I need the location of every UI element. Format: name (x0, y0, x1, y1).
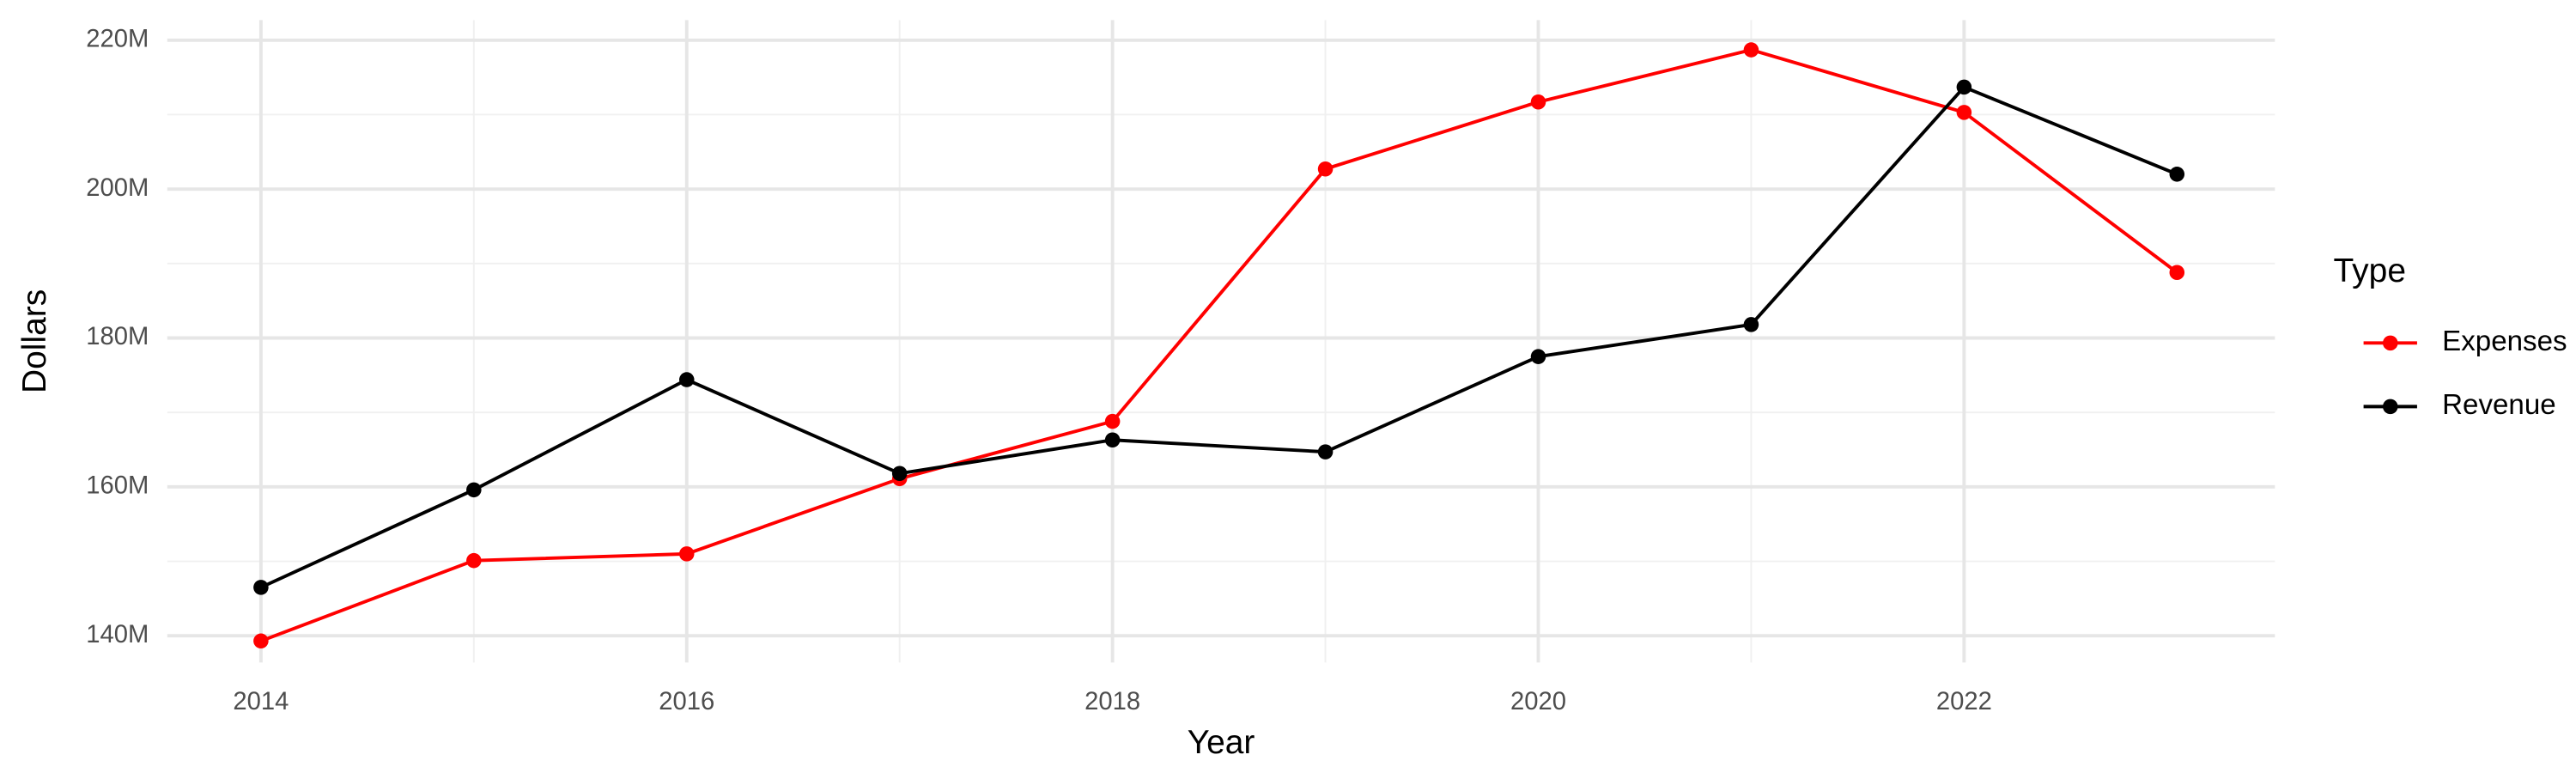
legend-label: Revenue (2442, 389, 2556, 421)
data-point (1530, 349, 1546, 364)
x-tick-label: 2016 (659, 688, 714, 715)
data-point (1104, 413, 1121, 429)
x-axis-title: Year (1188, 724, 1255, 761)
y-axis-title: Dollars (16, 289, 53, 393)
data-point (1956, 79, 1972, 95)
y-tick-label: 200M (86, 174, 149, 202)
data-point (1317, 161, 1334, 177)
series-line (260, 85, 2178, 589)
data-point (466, 482, 482, 498)
y-tick-label: 160M (86, 472, 149, 500)
data-point (1530, 94, 1546, 110)
y-tick-label: 140M (86, 621, 149, 648)
x-tick-label: 2014 (233, 688, 289, 715)
y-tick-label: 220M (86, 25, 149, 52)
data-point (253, 633, 269, 649)
legend-marker (2383, 399, 2398, 415)
y-tick-label: 180M (86, 323, 149, 350)
grid (167, 20, 2275, 663)
data-point (678, 372, 695, 387)
data-point (2169, 167, 2185, 182)
legend-label: Expenses (2442, 326, 2567, 357)
data-point (1743, 42, 1759, 58)
data-point (678, 546, 695, 562)
data-point (891, 466, 908, 482)
data-point (1956, 105, 1972, 120)
x-tick-label: 2018 (1084, 688, 1140, 715)
data-point (1317, 444, 1334, 460)
legend-marker (2383, 335, 2398, 351)
x-tick-label: 2020 (1510, 688, 1566, 715)
data-point (1104, 432, 1121, 448)
data-point (2169, 265, 2185, 280)
legend-title: Type (2334, 253, 2406, 289)
x-tick-label: 2022 (1936, 688, 1992, 715)
series-line (260, 48, 2178, 643)
data-point (253, 580, 269, 595)
data-point (1743, 317, 1759, 332)
data-point (466, 552, 482, 569)
